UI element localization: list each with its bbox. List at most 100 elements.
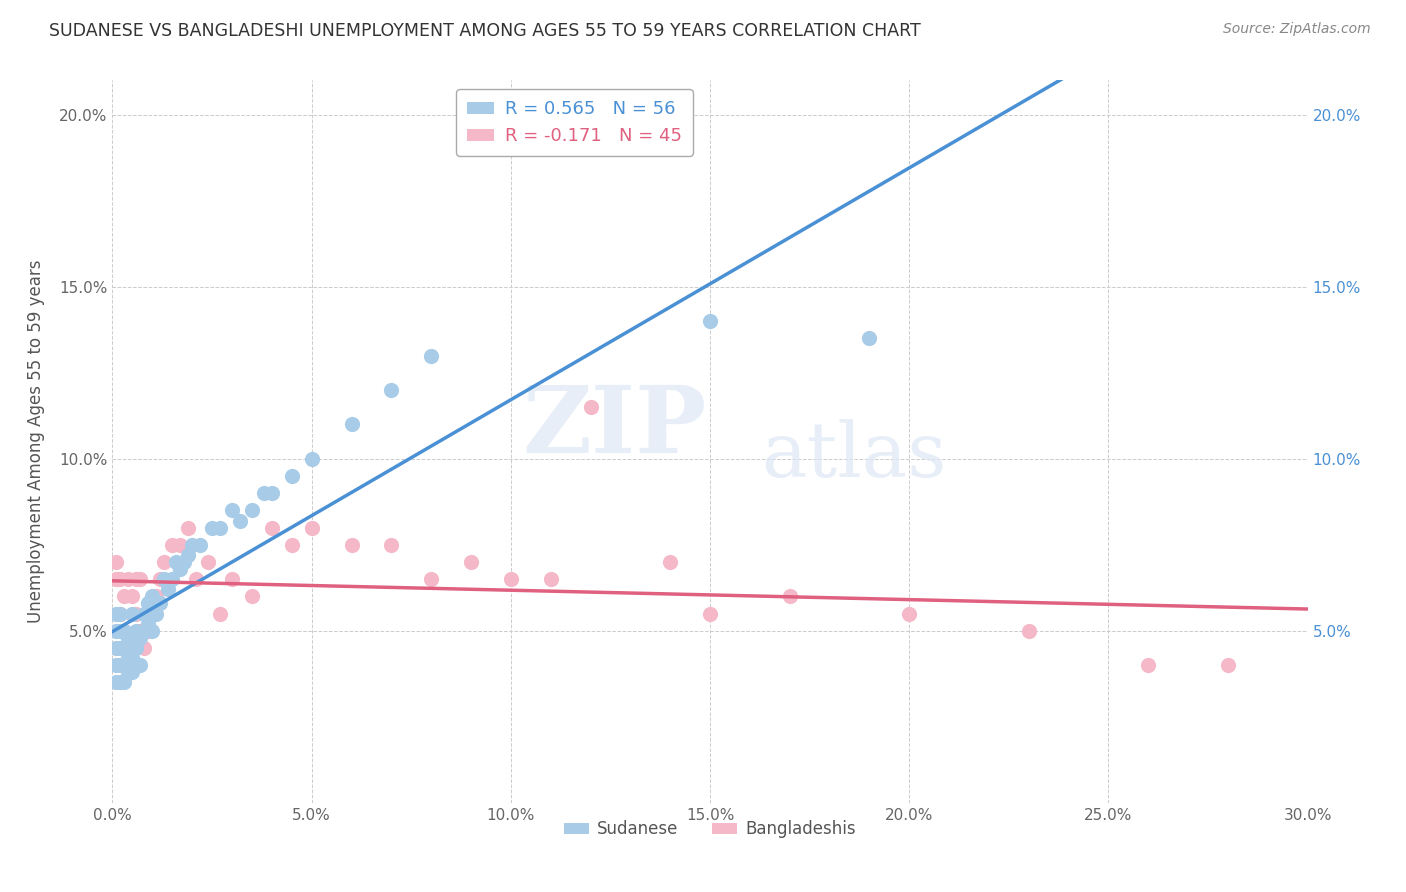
Point: [260, 520, 283, 534]
Text: ZIP: ZIP: [522, 382, 707, 472]
Point: [129, 631, 152, 645]
Point: [240, 590, 263, 604]
Point: [129, 572, 152, 586]
Point: [153, 555, 176, 569]
Point: [380, 538, 402, 552]
Point: [117, 651, 139, 665]
Point: [129, 624, 152, 638]
Point: [114, 658, 135, 673]
Point: [162, 572, 183, 586]
Point: [186, 572, 208, 586]
Point: [301, 520, 323, 534]
Point: [177, 548, 200, 562]
Point: [157, 582, 180, 597]
Point: [105, 675, 128, 690]
Point: [138, 616, 160, 631]
Point: [699, 314, 721, 328]
Point: [1018, 624, 1040, 638]
Point: [110, 607, 132, 621]
Point: [125, 658, 148, 673]
Point: [141, 590, 163, 604]
Point: [105, 640, 128, 655]
Point: [114, 590, 135, 604]
Point: [105, 572, 128, 586]
Point: [253, 486, 276, 500]
Point: [129, 658, 152, 673]
Point: [699, 607, 721, 621]
Point: [221, 572, 243, 586]
Point: [121, 640, 143, 655]
Point: [420, 349, 443, 363]
Point: [162, 538, 183, 552]
Point: [149, 596, 172, 610]
Legend: Sudanese, Bangladeshis: Sudanese, Bangladeshis: [557, 814, 863, 845]
Point: [117, 572, 139, 586]
Point: [125, 607, 148, 621]
Point: [165, 555, 187, 569]
Text: Source: ZipAtlas.com: Source: ZipAtlas.com: [1223, 22, 1371, 37]
Point: [110, 607, 132, 621]
Point: [110, 572, 132, 586]
Point: [240, 503, 263, 517]
Text: atlas: atlas: [761, 419, 946, 493]
Y-axis label: Unemployment Among Ages 55 to 59 years: Unemployment Among Ages 55 to 59 years: [27, 260, 45, 624]
Point: [779, 590, 801, 604]
Point: [125, 624, 148, 638]
Point: [110, 624, 132, 638]
Point: [153, 572, 176, 586]
Point: [340, 417, 363, 432]
Point: [209, 607, 232, 621]
Point: [499, 572, 522, 586]
Point: [221, 503, 243, 517]
Point: [110, 658, 132, 673]
Point: [110, 675, 132, 690]
Point: [173, 555, 195, 569]
Point: [117, 631, 139, 645]
Point: [197, 555, 219, 569]
Point: [114, 640, 135, 655]
Point: [121, 607, 143, 621]
Point: [169, 538, 191, 552]
Point: [138, 596, 160, 610]
Point: [169, 562, 191, 576]
Point: [260, 486, 283, 500]
Point: [149, 572, 172, 586]
Point: [1137, 658, 1160, 673]
Point: [114, 624, 135, 638]
Point: [105, 607, 128, 621]
Point: [460, 555, 482, 569]
Point: [105, 555, 128, 569]
Point: [201, 520, 224, 534]
Point: [209, 520, 232, 534]
Point: [114, 675, 135, 690]
Point: [134, 624, 156, 638]
Point: [858, 331, 880, 345]
Point: [141, 607, 163, 621]
Point: [380, 383, 402, 397]
Point: [134, 607, 156, 621]
Point: [105, 658, 128, 673]
Point: [121, 651, 143, 665]
Point: [1216, 658, 1239, 673]
Point: [579, 400, 602, 414]
Point: [301, 451, 323, 466]
Point: [134, 640, 156, 655]
Point: [138, 624, 160, 638]
Point: [114, 624, 135, 638]
Point: [177, 520, 200, 534]
Point: [181, 538, 204, 552]
Point: [145, 590, 167, 604]
Point: [121, 590, 143, 604]
Point: [281, 538, 304, 552]
Point: [540, 572, 562, 586]
Point: [145, 607, 167, 621]
Point: [110, 640, 132, 655]
Point: [117, 658, 139, 673]
Point: [125, 640, 148, 655]
Point: [340, 538, 363, 552]
Point: [229, 514, 252, 528]
Point: [281, 469, 304, 483]
Point: [125, 572, 148, 586]
Point: [898, 607, 921, 621]
Text: SUDANESE VS BANGLADESHI UNEMPLOYMENT AMONG AGES 55 TO 59 YEARS CORRELATION CHART: SUDANESE VS BANGLADESHI UNEMPLOYMENT AMO…: [49, 22, 921, 40]
